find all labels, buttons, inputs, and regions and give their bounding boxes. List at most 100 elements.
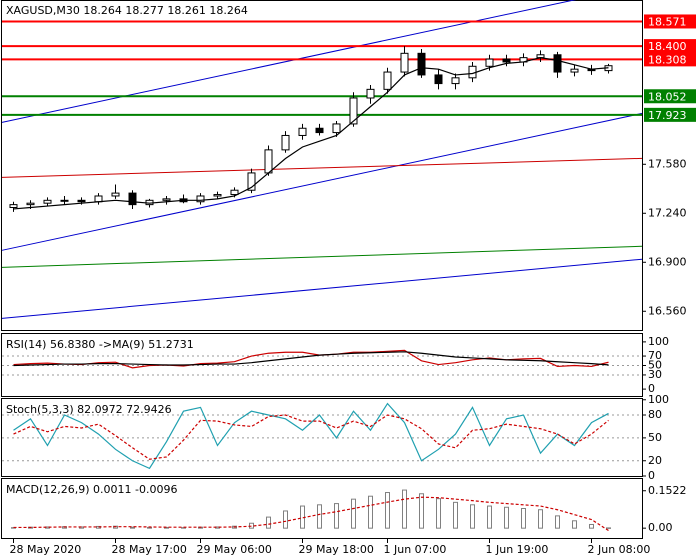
candle-body (230, 189, 239, 196)
y-tick-label: 50 (648, 358, 662, 371)
level-label: 18.308 (648, 53, 687, 66)
y-tick-label: 100 (648, 393, 669, 406)
y-tick-label: 80 (648, 408, 662, 421)
macd-bar (266, 516, 271, 529)
macd-bar (572, 520, 577, 529)
trendline (1, 112, 643, 251)
candle-body (43, 199, 52, 204)
candle-body (196, 195, 205, 203)
y-tick-label: 0.00 (648, 521, 673, 534)
candle-body (94, 195, 103, 203)
macd-bar (402, 489, 407, 529)
main-panel-frame (1, 0, 643, 331)
indicator-line (13, 402, 609, 470)
macd-bar (334, 503, 339, 529)
candle-body (281, 134, 290, 151)
level-label-box (644, 107, 696, 122)
y-tick-label: 16.900 (648, 255, 687, 268)
level-label-box (644, 89, 696, 104)
candle-body (366, 88, 375, 99)
macd-bar (470, 504, 475, 529)
candle-body (315, 127, 324, 134)
trendline (1, 157, 643, 178)
x-tick-label: 1 Jun 07:00 (384, 543, 447, 556)
y-tick-label: 17.240 (648, 206, 687, 219)
candle-body (162, 198, 171, 201)
macd-bar (79, 526, 84, 529)
macd-panel-frame (1, 478, 643, 539)
candle-body (213, 194, 222, 197)
panel-title: RSI(14) 56.8380 ->MA(9) 51.2731 (6, 338, 194, 351)
macd-bar (419, 493, 424, 529)
level-label: 17.923 (648, 109, 687, 122)
y-tick-label: 0 (648, 382, 655, 395)
macd-bar (385, 492, 390, 529)
macd-bar (368, 495, 373, 529)
x-tick-label: 2 Jun 08:00 (588, 543, 651, 556)
candle-body (128, 192, 137, 206)
candle-body (9, 204, 18, 209)
level-label-box (644, 39, 696, 54)
candle-body (400, 52, 409, 73)
candle-body (383, 71, 392, 90)
candle-body (332, 123, 341, 134)
macd-bar (555, 515, 560, 529)
candle-body (247, 172, 256, 191)
candle-body (570, 68, 579, 73)
level-label: 18.052 (648, 90, 687, 103)
candle-body (26, 202, 35, 206)
y-tick-label: 20 (648, 454, 662, 467)
y-tick-label: 30 (648, 368, 662, 381)
indicator-line (13, 351, 609, 367)
macd-bar (521, 508, 526, 529)
macd-bar (504, 506, 509, 529)
level-label-box (644, 52, 696, 67)
y-tick-label: 16.560 (648, 304, 687, 317)
moving-average (13, 57, 609, 210)
macd-bar (283, 510, 288, 529)
panel-title: Stoch(5,3,3) 82.0972 72.9426 (6, 403, 172, 416)
candle-body (77, 199, 86, 203)
y-tick-label: 50 (648, 431, 662, 444)
level-label: 18.400 (648, 40, 687, 53)
candle-body (553, 54, 562, 73)
x-tick-label: 28 May 2020 (10, 543, 82, 556)
x-tick-label: 28 May 17:00 (112, 543, 187, 556)
macd-bar (487, 505, 492, 529)
candle-body (60, 199, 69, 202)
level-label-box (644, 14, 696, 29)
macd-bar (164, 526, 169, 529)
macd-bar (538, 509, 543, 529)
macd-bar (453, 501, 458, 529)
candle-body (502, 58, 511, 63)
y-tick-label: 17.580 (648, 157, 687, 170)
candle-body (434, 74, 443, 85)
trendline (1, 245, 643, 268)
candle-body (298, 127, 307, 136)
candle-body (485, 58, 494, 67)
trendline (1, 258, 643, 319)
candle-body (417, 52, 426, 76)
panel-title: MACD(12,26,9) 0.0011 -0.0096 (6, 483, 177, 496)
candle-body (451, 77, 460, 85)
macd-bar (351, 498, 356, 529)
candle-body (349, 97, 358, 125)
y-tick-label: 0.1522 (648, 484, 687, 497)
candle-body (111, 192, 120, 197)
macd-bar (436, 498, 441, 529)
candle-body (264, 149, 273, 174)
macd-bar (589, 523, 594, 529)
x-tick-label: 1 Jun 19:00 (486, 543, 549, 556)
y-tick-label: 0 (648, 469, 655, 482)
macd-bar (317, 504, 322, 529)
panel-title: XAGUSD,M30 18.264 18.277 18.261 18.264 (6, 4, 248, 17)
indicator-line (13, 414, 609, 460)
macd-bar (130, 526, 135, 529)
level-label: 18.571 (648, 15, 687, 28)
y-tick-label: 100 (648, 335, 669, 348)
trendline (1, 0, 577, 123)
x-tick-label: 29 May 06:00 (197, 543, 272, 556)
macd-bar (606, 527, 611, 529)
